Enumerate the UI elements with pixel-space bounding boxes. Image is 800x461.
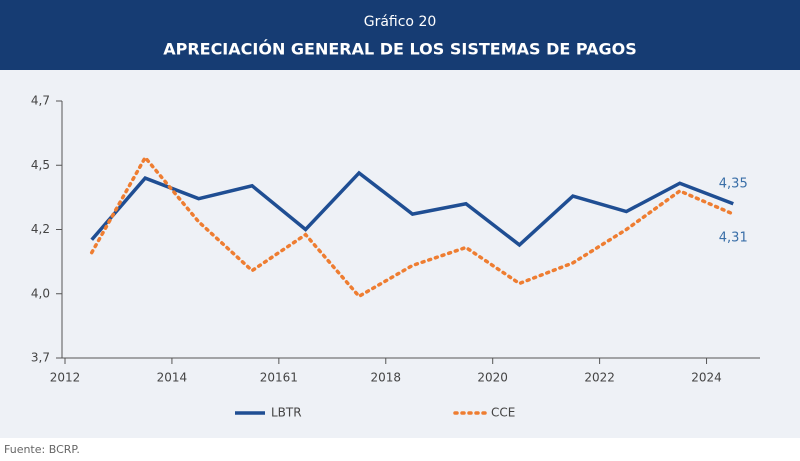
chart-label: Gráfico 20: [364, 14, 437, 30]
legend-label: LBTR: [271, 406, 302, 420]
series-line: [89, 154, 736, 299]
y-tick-label: 3,7: [31, 351, 50, 365]
legend-label: CCE: [491, 406, 515, 420]
y-tick-label: 4,2: [31, 222, 50, 236]
header-band: [0, 0, 800, 70]
series-line: [90, 170, 734, 248]
x-tick-label: 2020: [477, 371, 508, 385]
source: Fuente: BCRP.: [4, 443, 80, 456]
x-tick-label: 20161: [260, 371, 298, 385]
x-tick-label: 2024: [691, 371, 722, 385]
x-tick-label: 2014: [157, 371, 188, 385]
chart-title: APRECIACIÓN GENERAL DE LOS SISTEMAS DE P…: [163, 40, 637, 59]
x-tick-label: 2012: [50, 371, 81, 385]
value-label: 4,31: [719, 231, 748, 246]
y-tick-label: 4,7: [31, 94, 50, 108]
x-tick-label: 2022: [584, 371, 615, 385]
value-label: 4,35: [719, 176, 748, 191]
y-tick-label: 4,0: [31, 286, 50, 300]
plot-panel: [0, 70, 800, 438]
y-tick-label: 4,5: [31, 158, 50, 172]
x-tick-label: 2018: [370, 371, 401, 385]
